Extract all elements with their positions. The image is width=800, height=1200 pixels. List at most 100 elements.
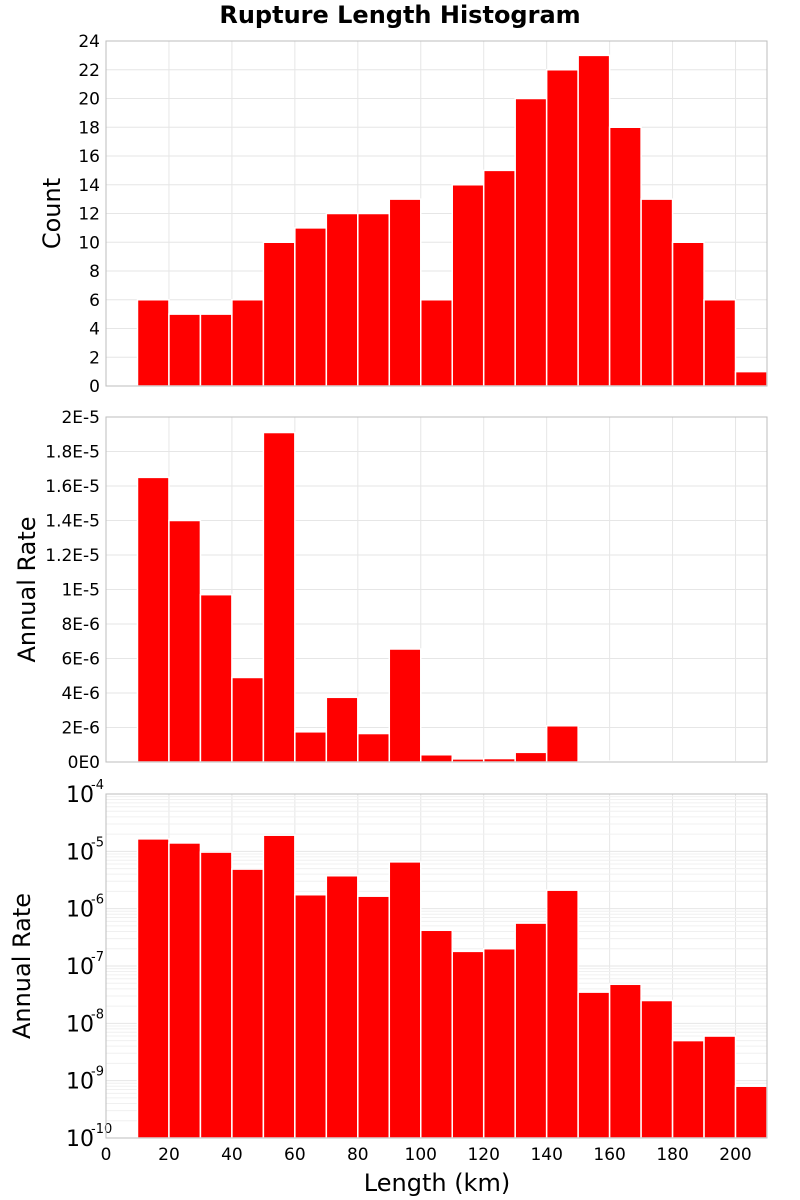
y-tick-label: 2E-6 (61, 719, 100, 739)
bar (325, 212, 359, 387)
x-tick-label: 200 (719, 1145, 751, 1165)
bar (608, 983, 642, 1139)
y-tick-label: 22 (78, 61, 100, 81)
bar (168, 313, 202, 387)
bar (514, 751, 548, 763)
x-tick-label: 60 (284, 1145, 306, 1165)
bar (420, 754, 453, 763)
bar (294, 227, 328, 387)
y-tick-exponent: -7 (91, 950, 104, 965)
y-tick-label: 20 (78, 90, 100, 110)
bar (388, 648, 422, 763)
x-tick-label: 120 (467, 1145, 499, 1165)
bar (136, 476, 170, 763)
y-tick-label: 4 (89, 320, 100, 340)
y-tick-exponent: -10 (91, 1122, 112, 1137)
y-tick-label: 10-5 (66, 835, 104, 865)
x-tick-label: 180 (656, 1145, 688, 1165)
y-tick-exponent: -4 (91, 778, 104, 793)
bar (703, 299, 737, 387)
bar (482, 947, 516, 1139)
y-tick-label: 1.4E-5 (45, 512, 100, 532)
y-axis-label: Annual Rate (13, 516, 41, 662)
bar (357, 895, 391, 1139)
bar (325, 875, 359, 1139)
bar (545, 69, 579, 387)
y-tick-label: 1.6E-5 (45, 477, 100, 497)
y-tick-base: 10 (66, 898, 94, 923)
bar (577, 991, 611, 1139)
bar (136, 838, 170, 1139)
y-tick-base: 10 (66, 840, 94, 865)
bar (231, 299, 265, 387)
bar (136, 299, 170, 387)
y-tick-base: 10 (66, 783, 94, 808)
y-tick-label: 8E-6 (61, 615, 100, 635)
x-tick-label: 100 (405, 1145, 437, 1165)
bar (545, 725, 579, 763)
bar (168, 842, 202, 1139)
x-tick-label: 140 (530, 1145, 562, 1165)
y-tick-label: 6 (89, 291, 100, 311)
y-tick-base: 10 (66, 1127, 94, 1152)
plot-frame (105, 416, 768, 763)
bar (388, 198, 422, 387)
bar (262, 241, 296, 387)
y-tick-label: 6E-6 (61, 650, 100, 670)
plot-frame (105, 40, 768, 387)
bar (231, 868, 265, 1139)
y-tick-label: 14 (78, 176, 100, 196)
bar (199, 593, 233, 763)
bar (294, 731, 328, 763)
x-tick-label: 20 (158, 1145, 180, 1165)
y-tick-label: 10-8 (66, 1007, 104, 1037)
x-tick-label: 40 (221, 1145, 243, 1165)
y-axis-label: Count (38, 178, 66, 249)
y-tick-label: 18 (78, 118, 100, 138)
bar (514, 97, 548, 387)
x-tick-label: 80 (347, 1145, 369, 1165)
y-tick-label: 0E0 (68, 753, 100, 773)
bar (734, 1085, 768, 1139)
y-tick-label: 0 (89, 377, 100, 397)
y-tick-label: 10-7 (66, 950, 104, 980)
y-tick-label: 8 (89, 262, 100, 282)
bar (703, 1035, 737, 1139)
y-tick-exponent: -6 (91, 893, 104, 908)
bar (388, 861, 422, 1139)
y-tick-label: 2E-5 (61, 408, 100, 428)
chart-title: Rupture Length Histogram (219, 1, 580, 29)
bar (640, 999, 674, 1139)
bar (231, 676, 265, 763)
y-tick-label: 1.2E-5 (45, 546, 100, 566)
y-tick-exponent: -9 (91, 1065, 104, 1080)
bar (545, 889, 579, 1139)
bar (420, 929, 453, 1139)
panel-2: 0E0 2E-6 4E-6 6E-6 8E-6 1E-5 1.2E-5 1.4E-5 1.6E-… (13, 408, 768, 773)
y-tick-label: 24 (78, 32, 100, 52)
y-axis-label: Annual Rate (8, 893, 36, 1039)
bar (420, 299, 453, 387)
x-axis-label: Length (km) (364, 1169, 510, 1197)
y-tick-label: 4E-6 (61, 684, 100, 704)
y-tick-label: 10-6 (66, 893, 104, 923)
y-tick-label: 10 (78, 233, 100, 253)
x-tick-label: 160 (593, 1145, 625, 1165)
bar (734, 370, 768, 387)
chart-panels: 024681012141618202224Count0E02E-64E-66E-… (8, 32, 768, 1165)
y-tick-label: 1.8E-5 (45, 443, 100, 463)
plot-frame (105, 793, 768, 1139)
y-tick-base: 10 (66, 1070, 94, 1095)
bar (482, 169, 516, 387)
bar (671, 1039, 705, 1139)
bar (199, 313, 233, 387)
bar (168, 519, 202, 763)
bar (357, 212, 391, 387)
bar (262, 431, 296, 763)
bar (325, 696, 359, 763)
bar (451, 950, 485, 1139)
y-tick-base: 10 (66, 1012, 94, 1037)
x-tick-label: 0 (101, 1145, 112, 1165)
